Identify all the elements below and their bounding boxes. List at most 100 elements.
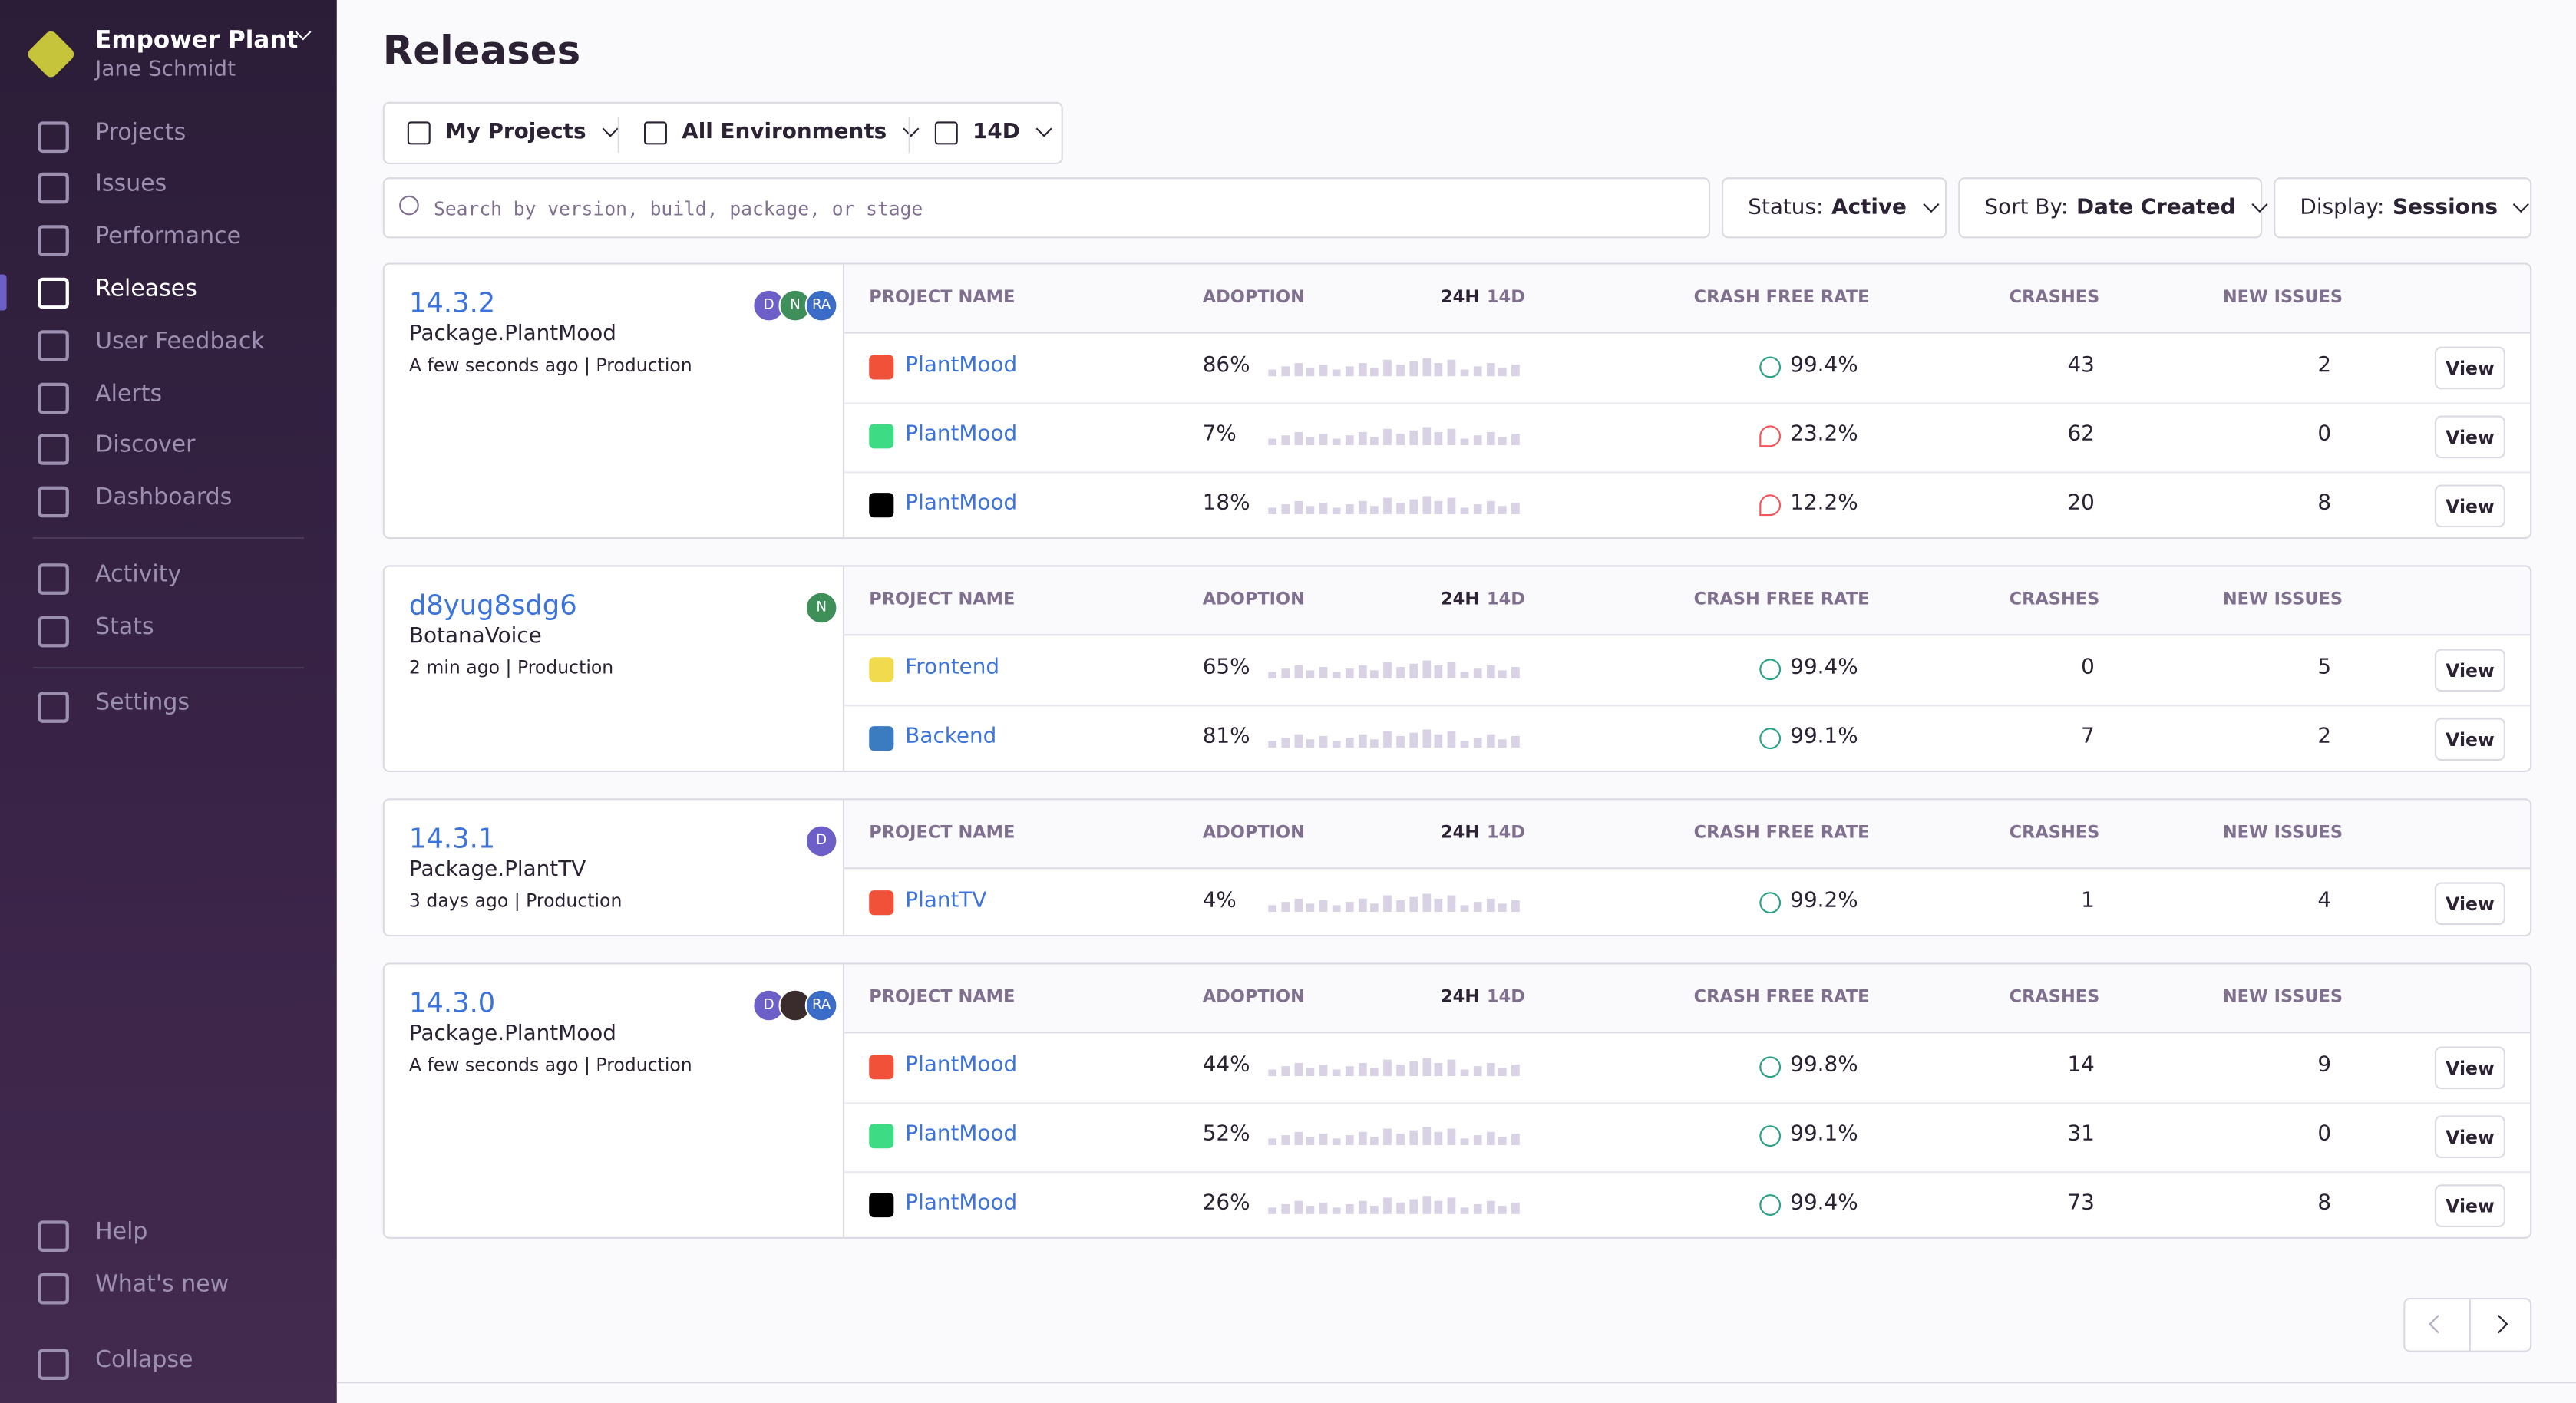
nav-item[interactable]: What's new	[95, 1271, 230, 1298]
column-header: PROJECT NAME	[869, 823, 1016, 843]
new-issues[interactable]: 9	[2317, 1053, 2332, 1078]
sparkline-bar	[1319, 434, 1328, 446]
sparkline-bar	[1511, 502, 1521, 514]
dropdown[interactable]: Display: Sessions	[2274, 177, 2532, 239]
nav-item[interactable]: Projects	[95, 120, 187, 147]
sparkline-bar	[1473, 902, 1482, 912]
org-name[interactable]: Empower Plant	[95, 28, 299, 54]
dropdown[interactable]: Status: Active	[1722, 177, 1947, 239]
crashes[interactable]: 73	[2067, 1190, 2095, 1216]
search-placeholder: Search by version, build, package, or st…	[434, 196, 923, 220]
nav-item[interactable]: Collapse	[95, 1347, 193, 1374]
project-name[interactable]: PlantMood	[905, 422, 1018, 447]
sparkline-bar	[1383, 497, 1392, 514]
new-issues[interactable]: 8	[2317, 1190, 2332, 1216]
project-name[interactable]: PlantMood	[905, 1190, 1018, 1216]
column-header: 14D	[1486, 589, 1525, 610]
view-button[interactable]: View	[2434, 718, 2505, 761]
project-name[interactable]: Frontend	[905, 655, 1000, 681]
view-button[interactable]: View	[2434, 649, 2505, 692]
release-card: 14.3.2 Package.PlantMood A few seconds ago…	[382, 262, 2532, 540]
chevron	[1922, 196, 1939, 213]
next-arrow[interactable]	[2489, 1315, 2508, 1334]
sparkline-bar	[1370, 368, 1379, 377]
sparkline-bar	[1486, 1062, 1494, 1077]
filter-button[interactable]: All Environments	[643, 120, 919, 144]
project-name[interactable]: PlantMood	[905, 1121, 1018, 1147]
nav-item[interactable]: User Feedback	[95, 328, 265, 355]
view-button[interactable]: View	[2434, 1046, 2505, 1090]
sparkline-bar	[1460, 741, 1469, 748]
release-version[interactable]: d8yug8sdg6	[408, 589, 577, 622]
release-version[interactable]: 14.3.0	[408, 987, 496, 1019]
sparkline-bar	[1422, 1196, 1431, 1214]
new-issues[interactable]: 0	[2317, 1121, 2332, 1147]
release-version[interactable]: 14.3.1	[408, 823, 496, 855]
sparkline-bar	[1293, 665, 1303, 679]
project-name[interactable]: Backend	[905, 724, 997, 750]
sparkline-bar	[1306, 368, 1316, 377]
nav-item[interactable]: Stats	[95, 614, 154, 641]
crashes[interactable]: 14	[2067, 1053, 2095, 1078]
crash-free-rate: 12.2%	[1790, 491, 1858, 517]
nav-item[interactable]: Alerts	[95, 381, 163, 408]
filter-button[interactable]: 14D	[934, 120, 1052, 144]
dropdown[interactable]: Sort By: Date Created	[1958, 177, 2268, 239]
view-button[interactable]: View	[2434, 882, 2505, 926]
new-issues[interactable]: 2	[2317, 724, 2332, 750]
crashes[interactable]: 62	[2067, 422, 2095, 447]
sparkline-bar	[1435, 1200, 1444, 1214]
project-name[interactable]: PlantMood	[905, 353, 1018, 378]
new-issues[interactable]: 0	[2317, 422, 2332, 447]
crashes[interactable]: 7	[2081, 724, 2095, 750]
crashes[interactable]: 31	[2067, 1121, 2095, 1147]
project-name[interactable]: PlantMood	[905, 491, 1018, 517]
sparkline-bar	[1319, 365, 1328, 377]
sparkline-bar	[1383, 895, 1392, 912]
new-issues[interactable]: 5	[2317, 655, 2332, 681]
nav-item[interactable]: Dashboards	[95, 484, 233, 511]
nav-item[interactable]: Help	[95, 1219, 148, 1246]
sparkline-bar	[1511, 900, 1521, 912]
release-card: 14.3.1 Package.PlantTV 3 days ago | Produc…	[382, 798, 2532, 937]
sparkline-bar	[1358, 363, 1366, 377]
adoption: 65%	[1202, 655, 1250, 681]
nav-item[interactable]: Activity	[95, 562, 182, 589]
column-header: PROJECT NAME	[869, 987, 1016, 1008]
dropdown-content: Display: Sessions	[2300, 196, 2530, 220]
view-button[interactable]: View	[2434, 346, 2505, 390]
sparkline-bar	[1422, 660, 1431, 679]
new-issues[interactable]: 4	[2317, 889, 2332, 914]
search-bar[interactable]: Search by version, build, package, or st…	[382, 177, 1711, 239]
crashes[interactable]: 43	[2067, 353, 2095, 378]
nav-item[interactable]: Releases	[95, 276, 197, 302]
crashes[interactable]: 1	[2081, 889, 2095, 914]
view-button[interactable]: View	[2434, 1184, 2505, 1227]
new-issues[interactable]: 8	[2317, 491, 2332, 517]
prev-button[interactable]	[2405, 1299, 2472, 1351]
column-header: CRASH FREE RATE	[1693, 987, 1870, 1008]
view-button[interactable]: View	[2434, 415, 2505, 459]
view-button[interactable]: View	[2434, 484, 2505, 528]
status-icon	[1759, 892, 1782, 914]
crashes[interactable]: 20	[2067, 491, 2095, 517]
nav-item[interactable]: Settings	[95, 690, 190, 717]
project-name[interactable]: PlantMood	[905, 1053, 1018, 1078]
platform-icon	[869, 1055, 894, 1080]
crashes[interactable]: 0	[2081, 655, 2095, 681]
sparkline-bar	[1280, 668, 1290, 679]
project-name[interactable]: PlantTV	[905, 889, 987, 914]
new-issues[interactable]: 2	[2317, 353, 2332, 378]
sparkline-bar	[1511, 735, 1521, 748]
sparkline-bar	[1293, 1200, 1303, 1214]
sparkline-bar	[1460, 672, 1469, 679]
sparkline-bar	[1435, 431, 1444, 446]
nav-icon	[38, 382, 69, 414]
release-version[interactable]: 14.3.2	[408, 287, 496, 319]
nav-item[interactable]: Discover	[95, 431, 196, 459]
nav-item[interactable]: Issues	[95, 170, 167, 197]
view-button[interactable]: View	[2434, 1115, 2505, 1159]
nav-item[interactable]: Performance	[95, 223, 242, 250]
filter-button[interactable]: My Projects	[407, 120, 619, 144]
release-package: Package.PlantTV	[408, 857, 586, 883]
